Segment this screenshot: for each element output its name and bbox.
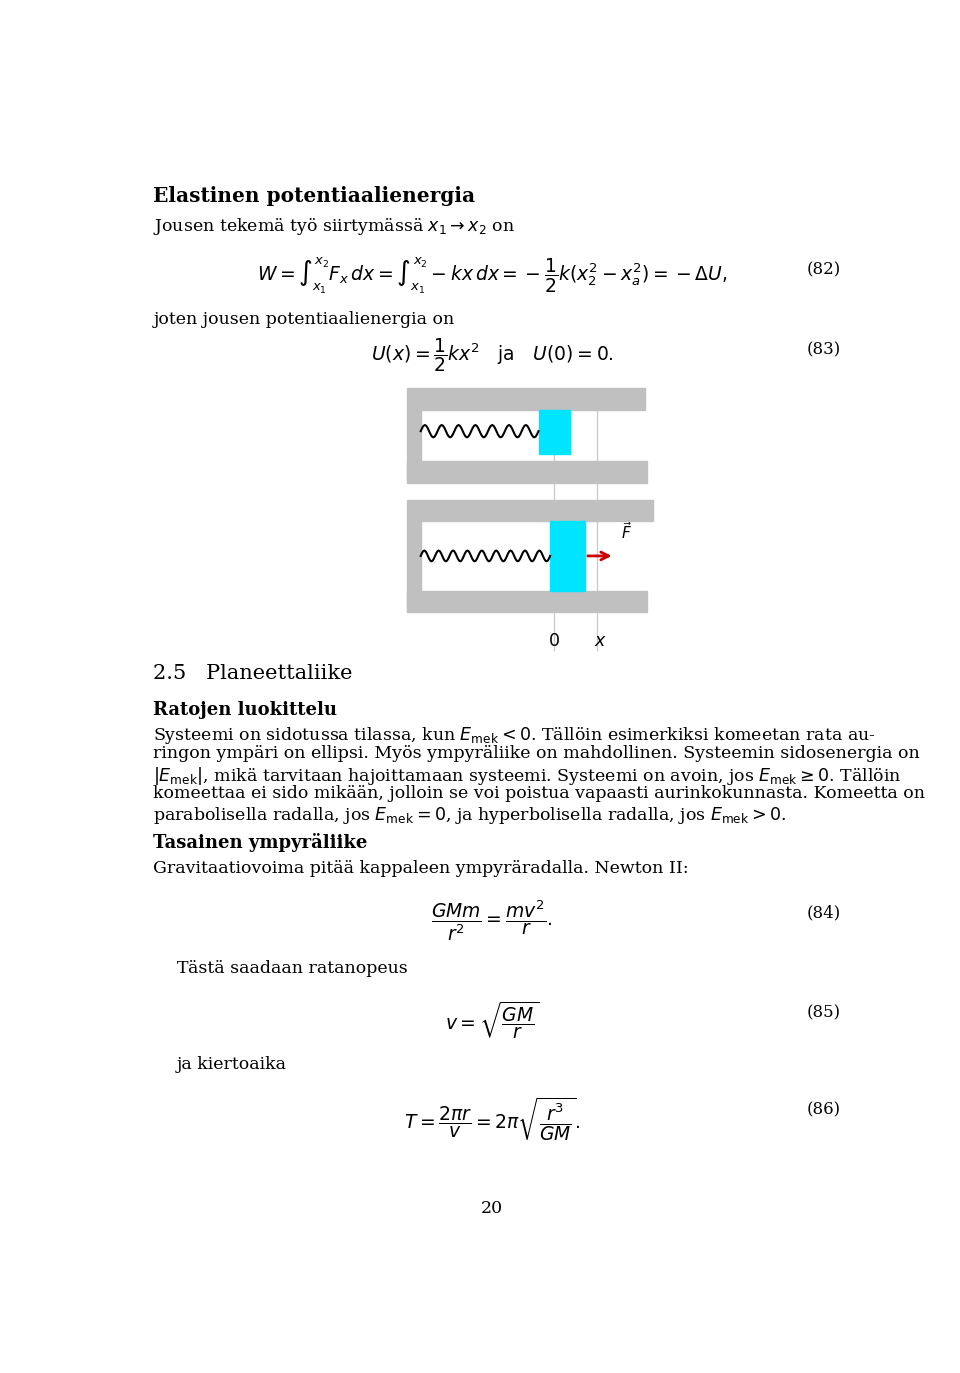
Bar xyxy=(539,409,569,453)
Bar xyxy=(407,590,647,612)
Text: ringon ympäri on ellipsi. Myös ympyräliike on mahdollinen. Systeemin sidosenergi: ringon ympäri on ellipsi. Myös ympyrälii… xyxy=(154,746,920,762)
Text: $T = \dfrac{2\pi r}{v} = 2\pi\sqrt{\dfrac{r^3}{GM}}.$: $T = \dfrac{2\pi r}{v} = 2\pi\sqrt{\dfra… xyxy=(404,1094,580,1142)
Text: $\dfrac{GMm}{r^2} = \dfrac{mv^2}{r}.$: $\dfrac{GMm}{r^2} = \dfrac{mv^2}{r}.$ xyxy=(431,898,553,943)
Text: parabolisella radalla, jos $E_{\mathrm{mek}} = 0$, ja hyperbolisella radalla, jo: parabolisella radalla, jos $E_{\mathrm{m… xyxy=(154,806,786,827)
Text: $\vec{F}$: $\vec{F}$ xyxy=(621,522,632,542)
Bar xyxy=(550,522,585,590)
Text: Jousen tekemä työ siirtymässä $x_1 \rightarrow x_2$ on: Jousen tekemä työ siirtymässä $x_1 \righ… xyxy=(154,216,516,236)
Text: $0$: $0$ xyxy=(548,633,560,649)
Bar xyxy=(407,389,420,481)
Text: joten jousen potentiaalienergia on: joten jousen potentiaalienergia on xyxy=(154,312,455,328)
Text: $x$: $x$ xyxy=(594,633,607,649)
Text: (82): (82) xyxy=(806,262,841,279)
Text: komeettaa ei sido mikään, jolloin se voi poistua vapaasti aurinkokunnasta. Komee: komeettaa ei sido mikään, jolloin se voi… xyxy=(154,785,925,802)
Text: $W = \int_{x_1}^{x_2} F_x\,dx = \int_{x_1}^{x_2} -kx\,dx = -\dfrac{1}{2}k(x_2^2 : $W = \int_{x_1}^{x_2} F_x\,dx = \int_{x_… xyxy=(256,255,728,295)
Bar xyxy=(420,500,653,522)
Text: Gravitaatiovoima pitää kappaleen ympyräradalla. Newton II:: Gravitaatiovoima pitää kappaleen ympyrär… xyxy=(154,859,689,877)
Text: (84): (84) xyxy=(806,905,841,921)
Text: Tasainen ympyräliike: Tasainen ympyräliike xyxy=(154,833,368,853)
Text: Ratojen luokittelu: Ratojen luokittelu xyxy=(154,700,337,718)
Text: $v = \sqrt{\dfrac{GM}{r}}$: $v = \sqrt{\dfrac{GM}{r}}$ xyxy=(445,998,539,1039)
Text: 20: 20 xyxy=(481,1200,503,1218)
Text: (83): (83) xyxy=(806,342,841,358)
Text: (85): (85) xyxy=(806,1005,841,1022)
Text: (86): (86) xyxy=(806,1101,841,1118)
Text: $|E_{\mathrm{mek}}|$, mikä tarvitaan hajoittamaan systeemi. Systeemi on avoin, j: $|E_{\mathrm{mek}}|$, mikä tarvitaan haj… xyxy=(154,765,902,787)
Text: Elastinen potentiaalienergia: Elastinen potentiaalienergia xyxy=(154,187,475,206)
Text: 2.5   Planeettaliike: 2.5 Planeettaliike xyxy=(154,663,353,682)
Bar xyxy=(407,500,420,611)
Bar xyxy=(420,389,645,409)
Text: $U(x) = \dfrac{1}{2}kx^2 \quad \mathrm{ja} \quad U(0) = 0.$: $U(x) = \dfrac{1}{2}kx^2 \quad \mathrm{j… xyxy=(371,336,613,373)
Text: Tästä saadaan ratanopeus: Tästä saadaan ratanopeus xyxy=(177,960,407,978)
Text: ja kiertoaika: ja kiertoaika xyxy=(177,1056,287,1074)
Bar xyxy=(407,461,647,483)
Text: Systeemi on sidotussa tilassa, kun $E_{\mathrm{mek}} < 0$. Tällöin esimerkiksi k: Systeemi on sidotussa tilassa, kun $E_{\… xyxy=(154,725,876,747)
